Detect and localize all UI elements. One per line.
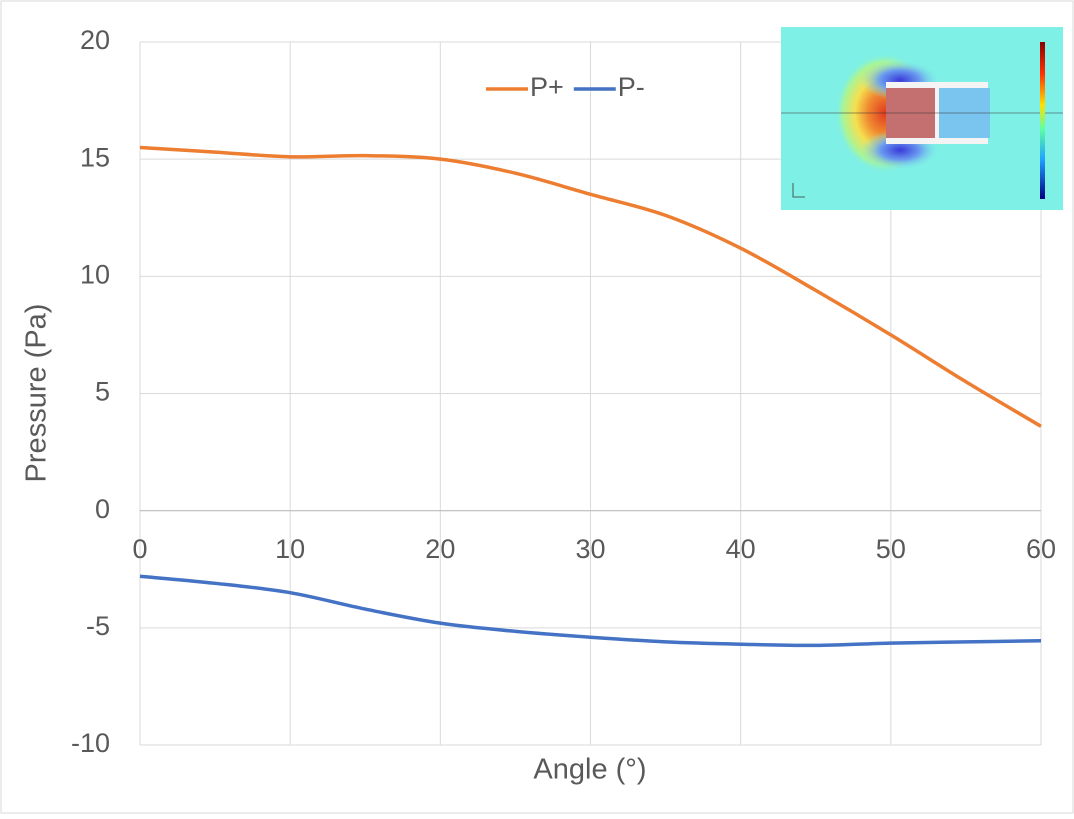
y-tick-label: -5	[86, 611, 110, 641]
series-group	[139, 145, 1042, 648]
legend-label: P-	[618, 72, 645, 102]
inset-image	[781, 27, 1063, 210]
y-tick-label: 5	[95, 377, 110, 407]
x-tick-label: 50	[876, 534, 906, 564]
y-tick-label: 0	[95, 494, 110, 524]
series-line	[139, 574, 1042, 648]
x-tick-label: 30	[575, 534, 605, 564]
x-tick-label: 10	[275, 534, 305, 564]
x-tick-label: 40	[726, 534, 756, 564]
x-tick-label: 60	[1026, 534, 1056, 564]
y-tick-label: 20	[80, 25, 110, 55]
legend: P+ P-	[486, 72, 645, 102]
y-axis-title: Pressure (Pa)	[21, 304, 53, 483]
y-tick-label: -10	[71, 728, 110, 758]
y-tick-label: 15	[80, 142, 110, 172]
x-tick-label: 0	[132, 534, 147, 564]
legend-label: P+	[530, 72, 564, 102]
x-axis-title: Angle (°)	[533, 754, 646, 786]
series-line	[139, 145, 1042, 428]
y-tick-label: 10	[80, 259, 110, 289]
x-tick-label: 20	[425, 534, 455, 564]
